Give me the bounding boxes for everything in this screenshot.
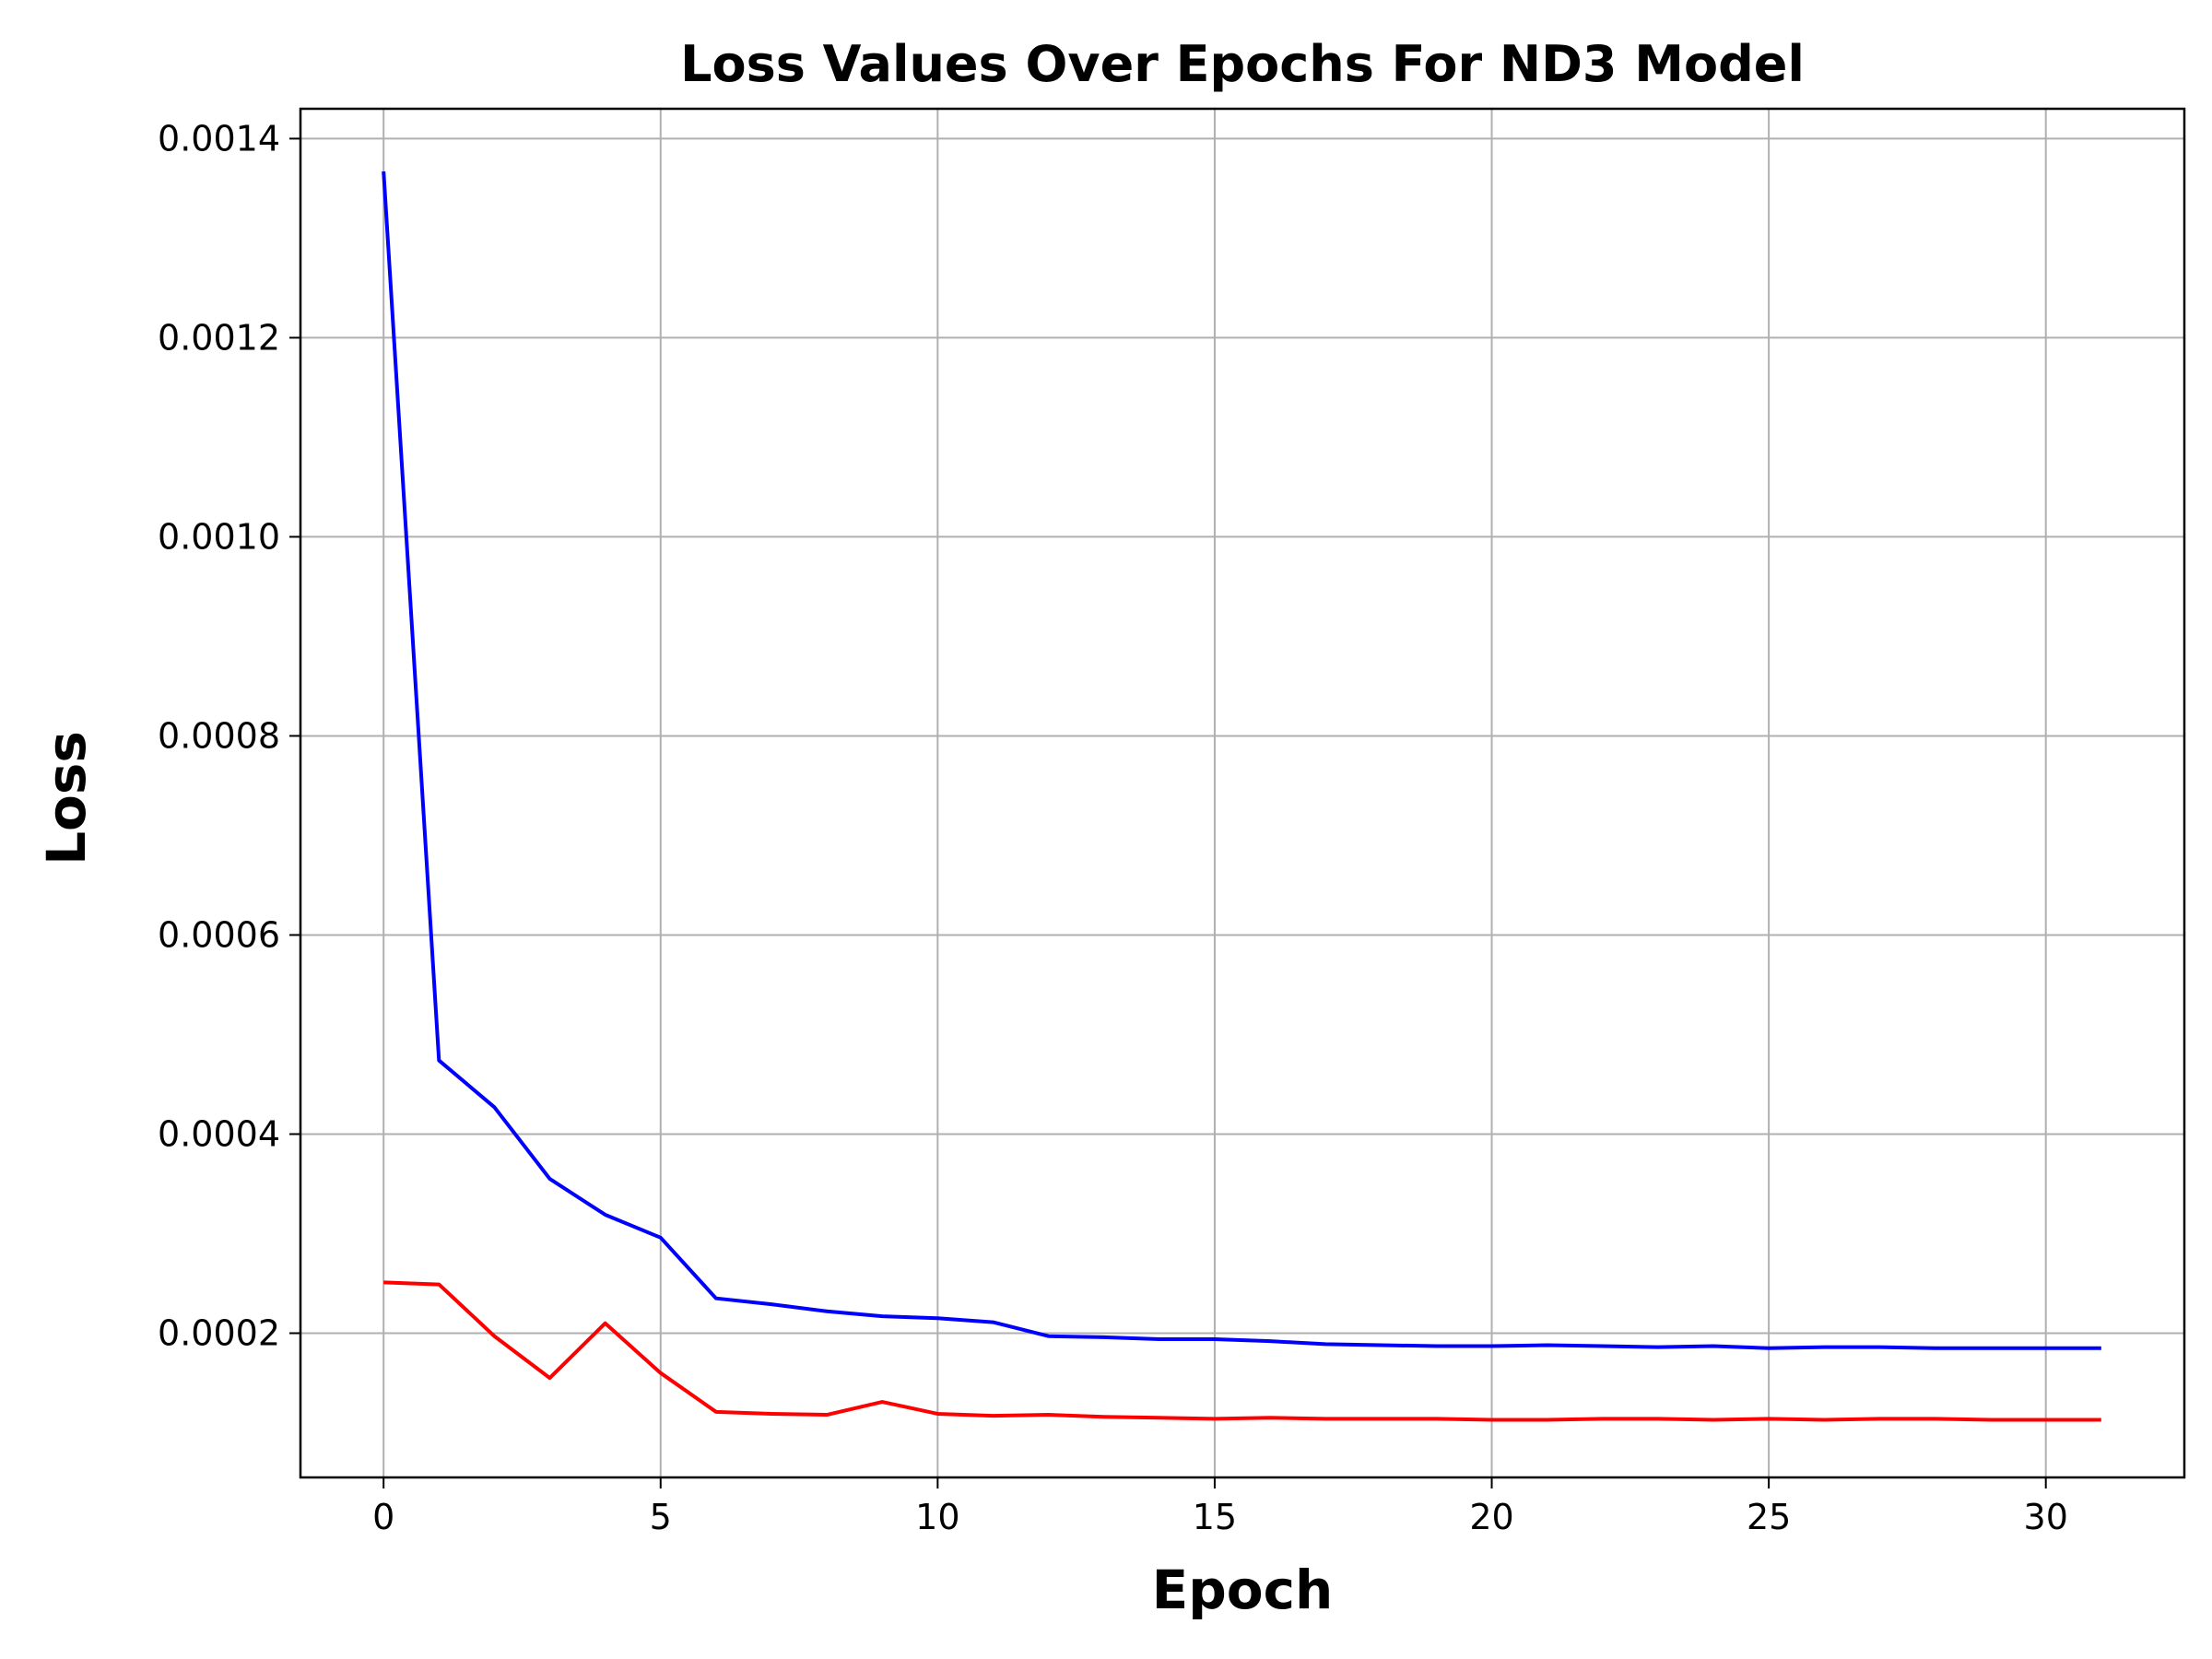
series-line-red — [383, 1280, 2101, 1422]
x-tick-label: 30 — [2024, 1497, 2068, 1537]
x-axis-label: Epoch — [1152, 1559, 1334, 1621]
y-tick-label: 0.0012 — [158, 317, 280, 358]
x-tick-label: 5 — [650, 1497, 672, 1537]
grid — [300, 109, 2184, 1477]
series-layer — [382, 171, 2101, 1422]
y-tick-label: 0.0006 — [158, 914, 280, 955]
chart-title: Loss Values Over Epochs For ND3 Model — [680, 35, 1805, 93]
y-tick-label: 0.0014 — [158, 118, 280, 159]
y-axis-label: Loss — [35, 731, 98, 865]
plot-frame — [299, 107, 2186, 1479]
ticks: 0 5 10 15 20 25 30 0.0002 0.0004 0.0006 0.0008 0.00… — [158, 118, 2068, 1537]
x-tick-label: 10 — [915, 1497, 959, 1537]
x-tick-label: 15 — [1193, 1497, 1237, 1537]
y-tick-label: 0.0008 — [158, 715, 280, 756]
y-tick-label: 0.0004 — [158, 1113, 280, 1154]
y-tick-label: 0.0002 — [158, 1312, 280, 1353]
x-tick-label: 0 — [372, 1497, 394, 1537]
x-tick-label: 25 — [1747, 1497, 1791, 1537]
y-tick-label: 0.0010 — [158, 516, 280, 557]
series-line-blue — [382, 171, 2101, 1350]
x-tick-label: 20 — [1469, 1497, 1513, 1537]
